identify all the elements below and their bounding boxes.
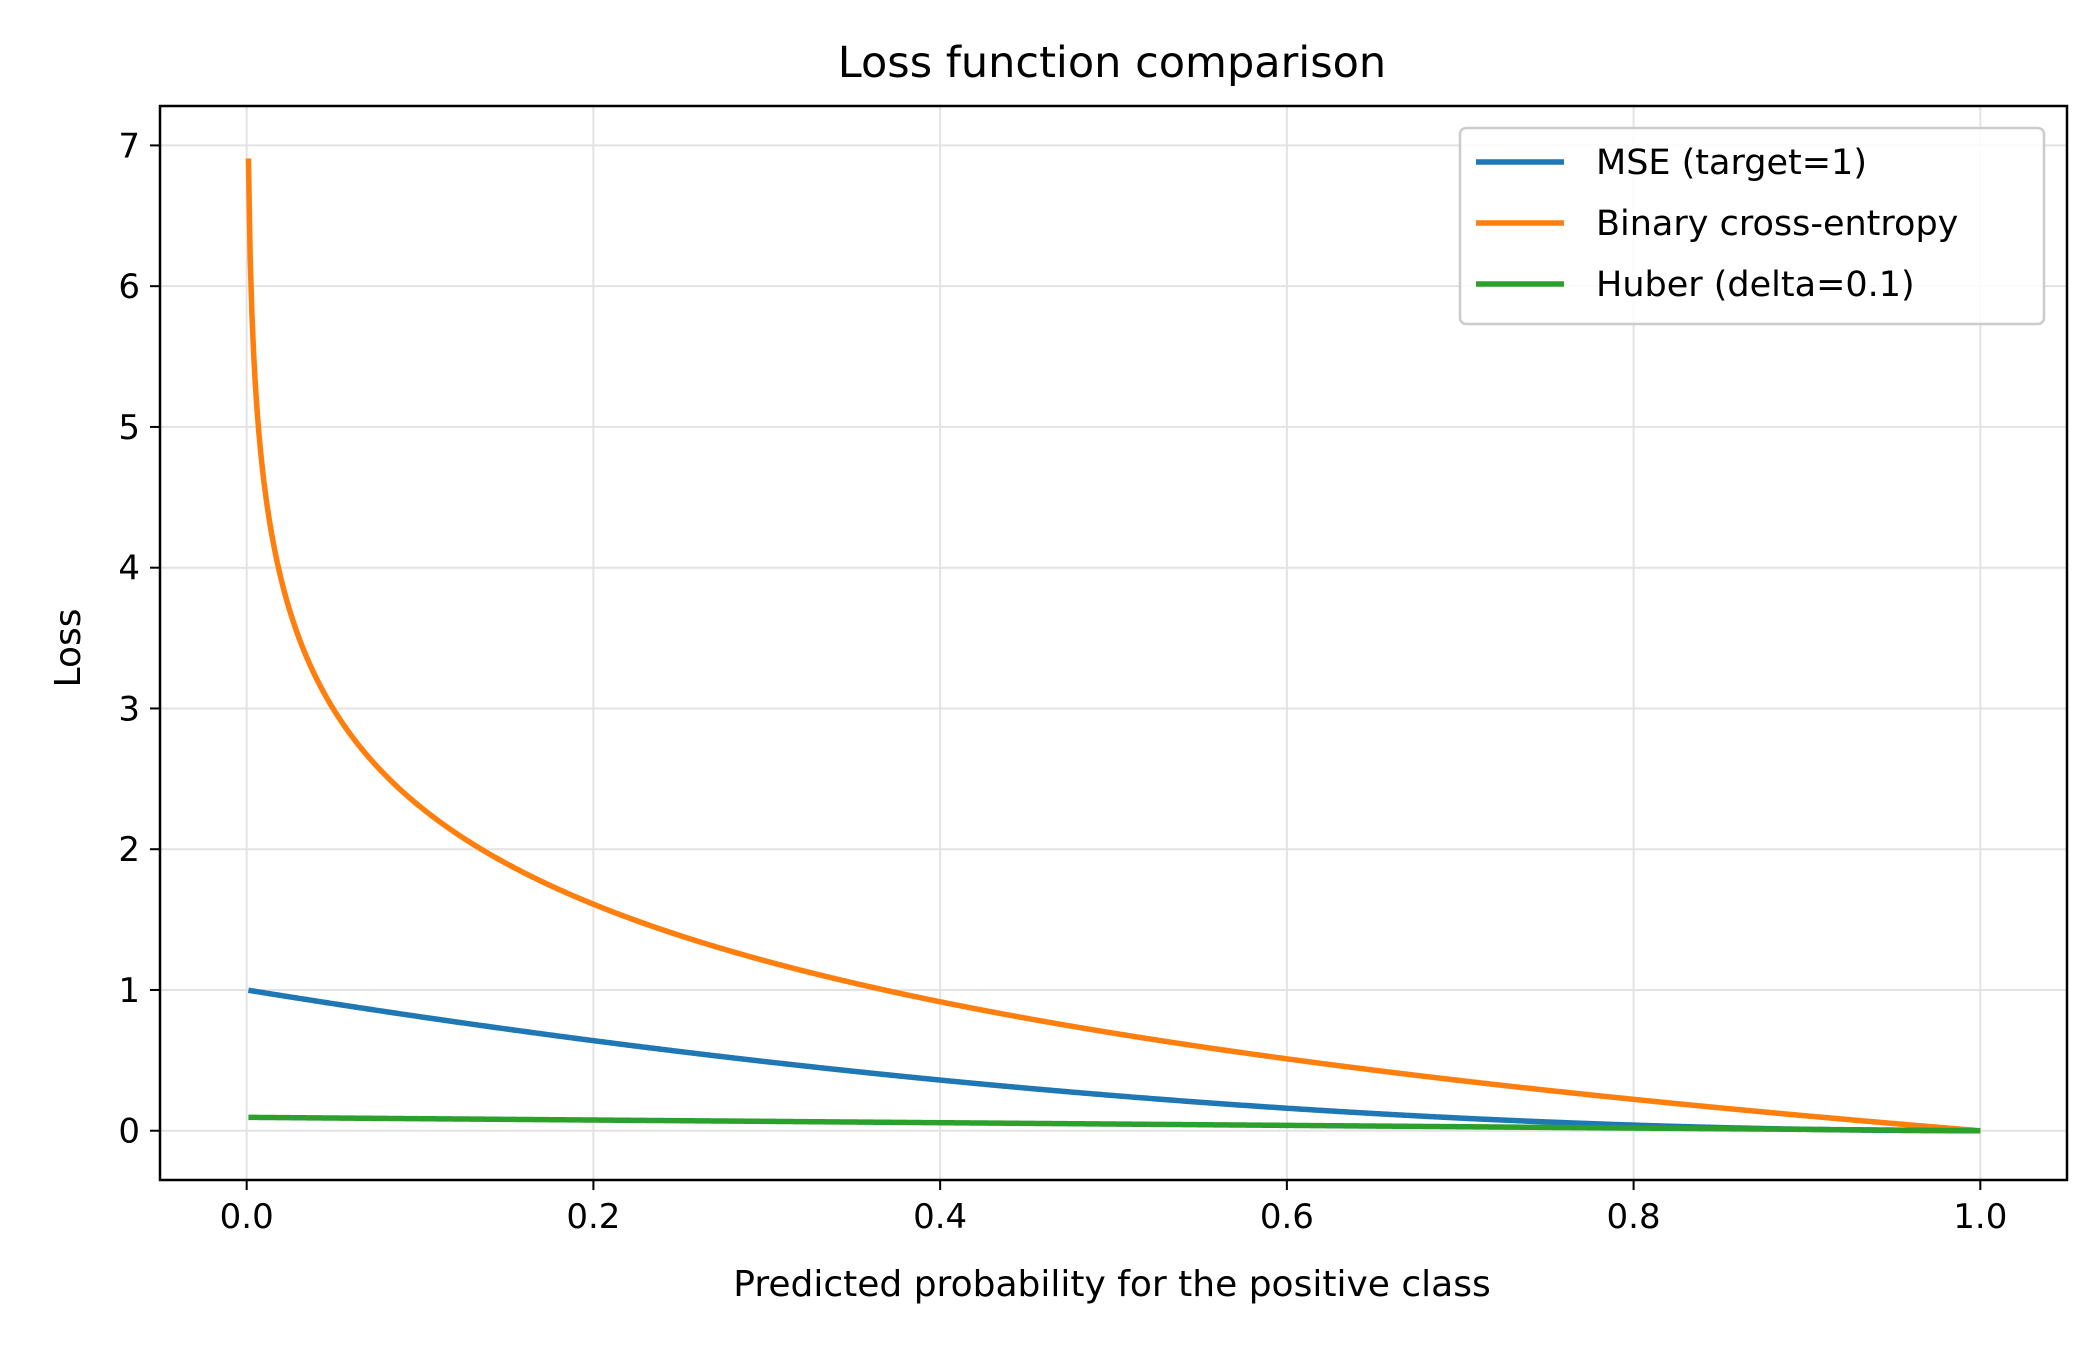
x-tick-label: 0.2 xyxy=(566,1197,620,1237)
x-tick-label: 0.4 xyxy=(913,1197,967,1237)
y-axis-label: Loss xyxy=(48,609,89,688)
plot-series xyxy=(245,158,1982,1134)
legend-box xyxy=(1458,126,2046,326)
x-tick-label: 1.0 xyxy=(1953,1197,2007,1237)
y-tick-label: 7 xyxy=(118,126,140,166)
y-tick-label: 2 xyxy=(118,830,140,870)
legend-label: MSE (target=1) xyxy=(1596,143,1867,183)
y-tick-label: 3 xyxy=(118,689,140,729)
y-tick-label: 0 xyxy=(118,1112,140,1152)
x-tick-label: 0.6 xyxy=(1260,1197,1314,1237)
y-tick-label: 1 xyxy=(118,971,140,1011)
axes: 0.0 0.2 0.4 0.6 0.8 1.0 0 1 2 3 4 5 6 7 xyxy=(118,104,2069,1237)
legend: MSE (target=1) Binary cross-entropy Huber … xyxy=(1458,126,2046,326)
chart-title: Loss function comparison xyxy=(838,38,1386,88)
series-line-2 xyxy=(245,158,1982,1134)
legend-label: Binary cross-entropy xyxy=(1596,204,1958,244)
y-tick-label: 6 xyxy=(118,267,140,307)
x-tick-label: 0.0 xyxy=(220,1197,274,1237)
x-tick-label: 0.8 xyxy=(1607,1197,1661,1237)
plot-frame xyxy=(158,104,2069,1182)
series-line-3 xyxy=(247,1114,1982,1134)
y-tick-label: 4 xyxy=(118,549,140,589)
y-tick-label: 5 xyxy=(118,408,140,448)
legend-label: Huber (delta=0.1) xyxy=(1596,265,1915,305)
x-axis-label: Predicted probability for the positive c… xyxy=(733,1264,1490,1305)
